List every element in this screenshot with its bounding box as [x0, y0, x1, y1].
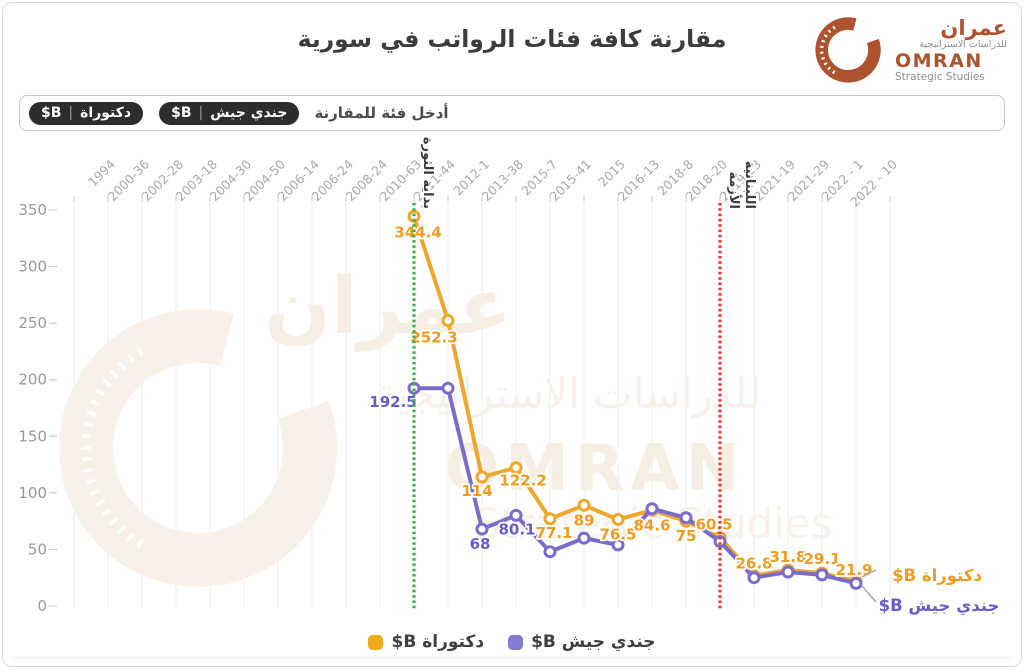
data-point[interactable] — [509, 508, 523, 522]
y-tick-label: 200 — [18, 371, 47, 389]
logo-arabic-name: عمران — [940, 16, 1007, 41]
y-tick-label: 250 — [18, 314, 47, 332]
data-point[interactable] — [543, 545, 557, 559]
data-point[interactable] — [543, 512, 557, 526]
data-point-label: 77.1 — [535, 524, 572, 542]
data-point[interactable] — [611, 538, 625, 552]
y-tick-label: 350 — [18, 201, 47, 219]
footer-divider — [11, 657, 1013, 658]
data-point[interactable] — [475, 522, 489, 536]
end-label-doctorate: دكتوراة B$ — [892, 566, 982, 586]
category-filter-input[interactable]: دكتوراة | B$ جندي جيش | B$ أدخل فئة للمقارنة — [19, 95, 1005, 131]
data-point-label: 122.2 — [499, 472, 546, 490]
y-tick-label: 100 — [18, 484, 47, 502]
chip-unit: B$ — [41, 104, 62, 121]
omran-logo: عمران للدراسات الاستراتيجية OMRAN Strate… — [811, 10, 1007, 90]
series-end-labels: دكتوراة B$ جندي جيش B$ — [861, 564, 1001, 618]
data-point-label: 26.8 — [735, 555, 772, 573]
svg-text:عمران: عمران — [264, 262, 511, 352]
legend-label: دكتوراة B$ — [391, 632, 485, 652]
legend-item[interactable]: دكتوراة B$ — [368, 632, 484, 652]
data-point-label: 84.6 — [633, 516, 670, 534]
data-point-label: 68 — [470, 535, 491, 553]
chip-divider: | — [198, 104, 204, 121]
data-point-label: 60.5 — [695, 516, 732, 534]
data-point-label: 114 — [461, 482, 492, 500]
legend-item[interactable]: جندي جيش B$ — [508, 632, 656, 652]
filter-placeholder: أدخل فئة للمقارنة — [314, 104, 449, 122]
data-point-label: 192.5 — [369, 393, 416, 411]
data-point[interactable] — [679, 511, 693, 525]
data-point[interactable] — [747, 571, 761, 585]
logo-arabic-tagline: للدراسات الاستراتيجية — [919, 39, 1007, 51]
legend-label: جندي جيش B$ — [531, 632, 656, 652]
filter-chip[interactable]: دكتوراة | B$ — [29, 101, 144, 125]
data-point[interactable] — [713, 535, 727, 549]
y-tick-label: 300 — [18, 258, 47, 276]
page-title: مقارنة كافة فئات الرواتب في سورية — [297, 25, 727, 53]
data-point-label: 252.3 — [410, 329, 457, 347]
data-point-label: 76.5 — [599, 525, 636, 543]
y-tick-label: 0 — [37, 597, 47, 615]
end-label-soldier: جندي جيش B$ — [879, 596, 1000, 616]
data-point[interactable] — [577, 498, 591, 512]
data-point-label: 29.1 — [803, 550, 840, 568]
chip-divider: | — [68, 104, 74, 121]
data-point-label: 21.9 — [835, 561, 872, 579]
annotation-label: اللبنانية — [742, 161, 757, 209]
annotation-1: الأزمة اللبنانية — [718, 159, 759, 611]
chart-legend: دكتوراة B$ جندي جيش B$ — [3, 632, 1021, 652]
watermark-ring — [58, 309, 337, 587]
chip-category: جندي جيش — [210, 104, 288, 121]
y-axis: 0 50 100 150 200 250 300 350 — [18, 201, 57, 615]
logo-latin-name: OMRAN — [895, 50, 983, 73]
data-point[interactable] — [577, 531, 591, 545]
data-point[interactable] — [645, 502, 659, 516]
svg-text:للدراسات الاستراتيجية: للدراسات الاستراتيجية — [375, 369, 762, 418]
data-point[interactable] — [475, 470, 489, 484]
chip-unit: B$ — [171, 104, 192, 121]
legend-swatch — [508, 634, 524, 650]
data-point[interactable] — [441, 381, 455, 395]
svg-text:OMRAN: OMRAN — [445, 432, 745, 506]
data-point[interactable] — [611, 512, 625, 526]
data-point[interactable] — [509, 461, 523, 475]
salaries-line-chart: 19942000-362002-282003-182004-302004-502… — [18, 135, 1001, 618]
data-point-label: 31.8 — [769, 548, 806, 566]
data-point-label: 80.1 — [498, 520, 535, 538]
y-tick-label: 50 — [28, 540, 47, 558]
data-point[interactable] — [849, 576, 863, 590]
y-tick-label: 150 — [18, 427, 47, 445]
annotation-label: بداية الثورة — [420, 137, 435, 209]
filter-chips: دكتوراة | B$ جندي جيش | B$ — [29, 101, 300, 125]
annotation-0: بداية الثورة — [412, 135, 437, 611]
chip-category: دكتوراة — [80, 104, 132, 121]
data-point-label: 344.4 — [394, 223, 441, 241]
series-labels-1: 192.5 68 80.1 — [368, 391, 538, 554]
omran-logo-icon — [815, 17, 881, 83]
data-point[interactable] — [815, 568, 829, 582]
data-point[interactable] — [441, 314, 455, 328]
omran-logo-text: عمران للدراسات الاستراتيجية OMRAN Strate… — [895, 17, 1007, 83]
logo-latin-tagline: Strategic Studies — [895, 70, 985, 83]
legend-swatch — [368, 634, 384, 650]
annotation-label: الأزمة — [726, 171, 743, 209]
x-axis-labels: 19942000-362002-282003-182004-302004-502… — [85, 156, 900, 209]
data-point-label: 75 — [676, 527, 697, 545]
data-point[interactable] — [781, 565, 795, 579]
data-point-label: 89 — [574, 511, 595, 529]
filter-chip[interactable]: جندي جيش | B$ — [159, 101, 300, 125]
